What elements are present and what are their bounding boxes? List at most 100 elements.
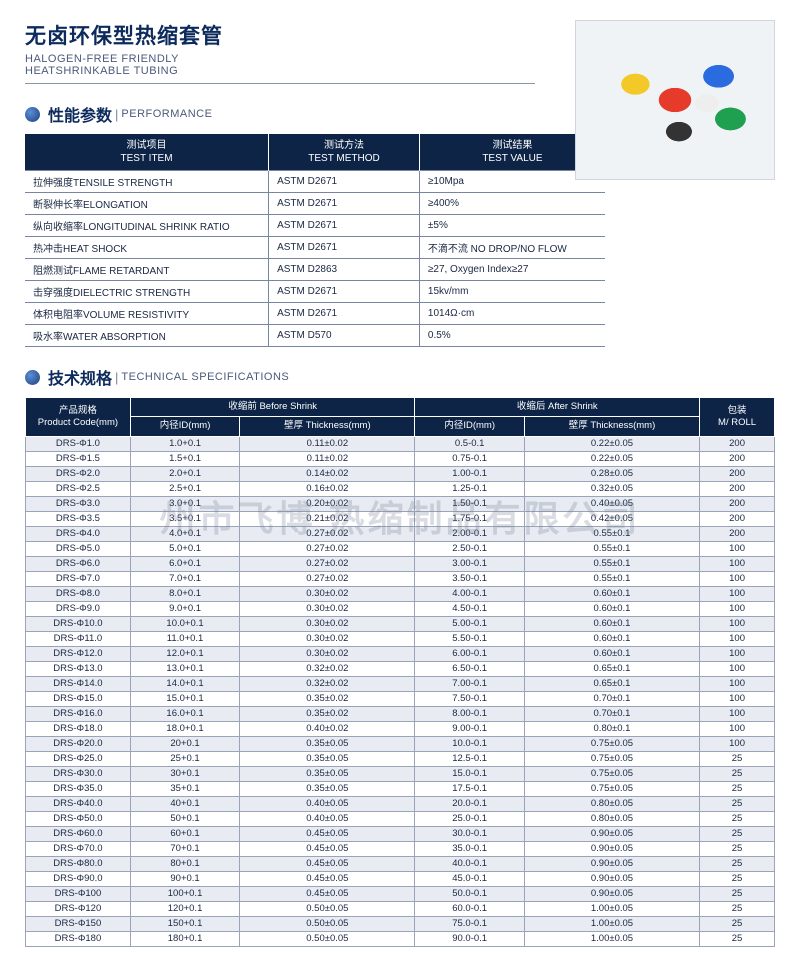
table-cell: 90+0.1 (130, 871, 239, 886)
table-cell: 0.90±0.05 (524, 826, 699, 841)
table-cell: 12.5-0.1 (415, 751, 524, 766)
table-cell: 200 (700, 466, 775, 481)
table-cell: 100 (700, 706, 775, 721)
table-cell: 5.00-0.1 (415, 616, 524, 631)
table-cell: 0.65±0.1 (524, 676, 699, 691)
table-cell: ASTM D2671 (269, 237, 420, 259)
table-cell: 0.11±0.02 (240, 436, 415, 451)
table-cell: 25 (700, 841, 775, 856)
table-cell: 0.45±0.05 (240, 886, 415, 901)
table-cell: 25 (700, 796, 775, 811)
table-cell: 0.55±0.1 (524, 571, 699, 586)
table-cell: 3.50-0.1 (415, 571, 524, 586)
table-cell: 100 (700, 736, 775, 751)
table-row: DRS-Φ4.04.0+0.10.27±0.022.00-0.10.55±0.1… (26, 526, 775, 541)
table-cell: 11.0+0.1 (130, 631, 239, 646)
table-cell: DRS-Φ16.0 (26, 706, 131, 721)
table-cell: 100 (700, 676, 775, 691)
table-cell: 180+0.1 (130, 931, 239, 946)
table-cell: 30+0.1 (130, 766, 239, 781)
table-cell: 0.20±0.02 (240, 496, 415, 511)
table-cell: 0.35±0.05 (240, 766, 415, 781)
table-cell: 0.80±0.1 (524, 721, 699, 736)
table-row: DRS-Φ9.09.0+0.10.30±0.024.50-0.10.60±0.1… (26, 601, 775, 616)
table-cell: 不滴不流 NO DROP/NO FLOW (419, 237, 605, 259)
table-cell: 80+0.1 (130, 856, 239, 871)
table-cell: ASTM D2671 (269, 171, 420, 193)
table-cell: 0.90±0.05 (524, 856, 699, 871)
table-cell: 100 (700, 646, 775, 661)
table-cell: DRS-Φ5.0 (26, 541, 131, 556)
product-image (575, 20, 775, 180)
table-cell: DRS-Φ7.0 (26, 571, 131, 586)
table-cell: 100 (700, 541, 775, 556)
table-cell: DRS-Φ14.0 (26, 676, 131, 691)
table-cell: 0.90±0.05 (524, 886, 699, 901)
table-row: DRS-Φ15.015.0+0.10.35±0.027.50-0.10.70±0… (26, 691, 775, 706)
table-cell: 100 (700, 586, 775, 601)
table-row: DRS-Φ6.06.0+0.10.27±0.023.00-0.10.55±0.1… (26, 556, 775, 571)
table-row: 体积电阻率VOLUME RESISTIVITYASTM D26711014Ω·c… (25, 303, 605, 325)
table-row: DRS-Φ30.030+0.10.35±0.0515.0-0.10.75±0.0… (26, 766, 775, 781)
table-cell: 3.0+0.1 (130, 496, 239, 511)
table-row: DRS-Φ90.090+0.10.45±0.0545.0-0.10.90±0.0… (26, 871, 775, 886)
table-row: DRS-Φ35.035+0.10.35±0.0517.5-0.10.75±0.0… (26, 781, 775, 796)
table-cell: 25.0-0.1 (415, 811, 524, 826)
table-cell: 14.0+0.1 (130, 676, 239, 691)
section-title-en: TECHNICAL SPECIFICATIONS (121, 371, 289, 383)
table-cell: DRS-Φ90.0 (26, 871, 131, 886)
table-cell: DRS-Φ25.0 (26, 751, 131, 766)
table-cell: 断裂伸长率ELONGATION (25, 193, 269, 215)
table-cell: 0.28±0.05 (524, 466, 699, 481)
table-cell: 200 (700, 511, 775, 526)
table-cell: 0.35±0.05 (240, 751, 415, 766)
table-row: DRS-Φ80.080+0.10.45±0.0540.0-0.10.90±0.0… (26, 856, 775, 871)
table-cell: 1.25-0.1 (415, 481, 524, 496)
table-row: DRS-Φ50.050+0.10.40±0.0525.0-0.10.80±0.0… (26, 811, 775, 826)
table-cell: 50.0-0.1 (415, 886, 524, 901)
table-cell: 25 (700, 781, 775, 796)
table-cell: 1.00-0.1 (415, 466, 524, 481)
table-cell: 0.60±0.1 (524, 631, 699, 646)
table-cell: DRS-Φ40.0 (26, 796, 131, 811)
table-cell: 0.22±0.05 (524, 451, 699, 466)
table-cell: DRS-Φ50.0 (26, 811, 131, 826)
table-cell: 8.0+0.1 (130, 586, 239, 601)
table-cell: 0.16±0.02 (240, 481, 415, 496)
table-cell: 40+0.1 (130, 796, 239, 811)
table-cell: ASTM D570 (269, 325, 420, 347)
table-cell: 25 (700, 766, 775, 781)
table-cell: 0.30±0.02 (240, 601, 415, 616)
table-cell: 50+0.1 (130, 811, 239, 826)
table-cell: 0.35±0.02 (240, 706, 415, 721)
table-cell: 7.00-0.1 (415, 676, 524, 691)
table-cell: 200 (700, 451, 775, 466)
table-row: 热冲击HEAT SHOCKASTM D2671不滴不流 NO DROP/NO F… (25, 237, 605, 259)
table-cell: 25 (700, 856, 775, 871)
table-cell: 0.75±0.05 (524, 736, 699, 751)
table-row: DRS-Φ16.016.0+0.10.35±0.028.00-0.10.70±0… (26, 706, 775, 721)
table-cell: 18.0+0.1 (130, 721, 239, 736)
table-cell: 0.90±0.05 (524, 871, 699, 886)
table-cell: DRS-Φ100 (26, 886, 131, 901)
table-cell: 0.55±0.1 (524, 556, 699, 571)
table-cell: 热冲击HEAT SHOCK (25, 237, 269, 259)
table-cell: DRS-Φ15.0 (26, 691, 131, 706)
section-title-cn: 技术规格 (48, 365, 112, 389)
table-cell: DRS-Φ30.0 (26, 766, 131, 781)
table-cell: 150+0.1 (130, 916, 239, 931)
table-cell: 1.50-0.1 (415, 496, 524, 511)
table-cell: DRS-Φ20.0 (26, 736, 131, 751)
table-row: DRS-Φ3.53.5+0.10.21±0.021.75-0.10.42±0.0… (26, 511, 775, 526)
section-divider: | (115, 370, 118, 385)
table-cell: 0.40±0.05 (240, 796, 415, 811)
table-cell: 0.50±0.05 (240, 931, 415, 946)
table-cell: 0.80±0.05 (524, 811, 699, 826)
table-cell: DRS-Φ1.5 (26, 451, 131, 466)
table-cell: 200 (700, 481, 775, 496)
table-cell: 0.5% (419, 325, 605, 347)
table-cell: 6.00-0.1 (415, 646, 524, 661)
table-cell: 0.55±0.1 (524, 541, 699, 556)
table-cell: 25 (700, 871, 775, 886)
table-row: DRS-Φ11.011.0+0.10.30±0.025.50-0.10.60±0… (26, 631, 775, 646)
